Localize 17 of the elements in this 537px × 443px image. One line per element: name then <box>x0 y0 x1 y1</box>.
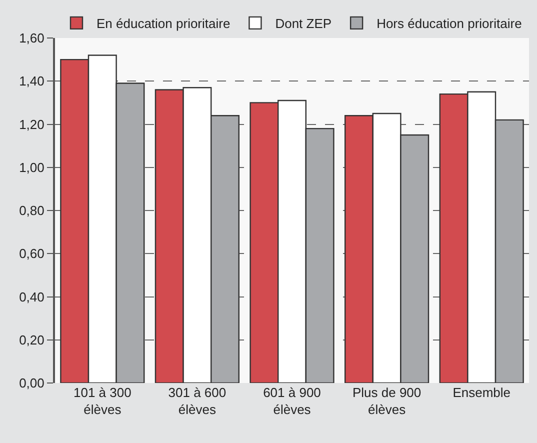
y-tick-label: 0,00 <box>19 376 44 391</box>
x-tick-label: Plus de 900 élèves <box>352 385 422 417</box>
legend-label: Hors éducation prioritaire <box>376 16 522 32</box>
y-tick-label: 1,60 <box>19 30 44 46</box>
legend-label: En éducation prioritaire <box>96 16 230 32</box>
y-tick-label: 1,20 <box>19 116 44 132</box>
legend-label: Dont ZEP <box>275 16 332 32</box>
x-tick-label: 301 à 600 élèves <box>168 385 226 417</box>
x-tick-label: Ensemble <box>452 385 511 400</box>
y-tick-label: 1,40 <box>19 74 44 89</box>
x-tick-label: 101 à 300 élèves <box>73 385 132 417</box>
y-tick-label: 0,60 <box>19 246 44 262</box>
y-tick-label: 0,20 <box>19 332 44 348</box>
y-tick-label: 0,40 <box>19 289 44 304</box>
y-tick-label: 1,00 <box>19 160 44 175</box>
x-tick-label: 601 à 900 élèves <box>263 385 321 417</box>
y-tick-label: 0,80 <box>19 203 44 218</box>
